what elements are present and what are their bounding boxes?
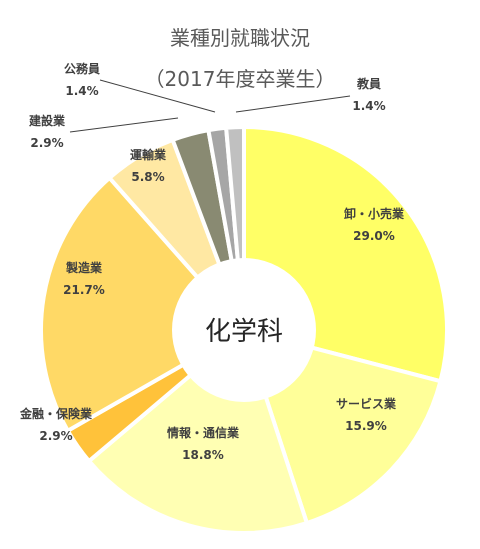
slice-value-label: 1.4%	[65, 84, 98, 98]
donut-hole	[172, 258, 316, 402]
slice-value-label: 15.9%	[345, 419, 387, 433]
slice-value-label: 21.7%	[63, 283, 105, 297]
leader-line	[69, 117, 179, 133]
slice-name-label: 教員	[356, 76, 381, 91]
slice-name-label: 公務員	[64, 61, 100, 76]
slice-name-label: サービス業	[336, 396, 397, 411]
slice-name-label: 卸・小売業	[344, 206, 405, 221]
slice-name-label: 金融・保険業	[19, 406, 93, 421]
slice-name-label: 製造業	[65, 260, 103, 275]
slice-name-label: 運輸業	[130, 147, 167, 162]
slice-name-label: 情報・通信業	[167, 425, 240, 440]
slice-name-label: 建設業	[28, 113, 66, 128]
slice-value-label: 2.9%	[39, 429, 72, 443]
chart-subtitle: （2017年度卒業生）	[145, 67, 336, 91]
slice-value-label: 29.0%	[353, 229, 395, 243]
slice-value-label: 5.8%	[131, 170, 164, 184]
leader-line	[235, 95, 351, 113]
slice-value-label: 18.8%	[182, 448, 224, 462]
leader-line	[99, 79, 216, 113]
leader-lines	[69, 79, 351, 133]
slice-value-label: 2.9%	[30, 136, 63, 150]
pie-slice-5	[39, 175, 246, 433]
slice-labels: 卸・小売業 29.0% サービス業 15.9% 情報・通信業 18.8% 金融・保険業 2.9…	[19, 61, 405, 462]
center-label: 化学科	[205, 317, 283, 347]
chart-title: 業種別就職状況	[170, 26, 310, 50]
slice-value-label: 1.4%	[352, 99, 385, 113]
